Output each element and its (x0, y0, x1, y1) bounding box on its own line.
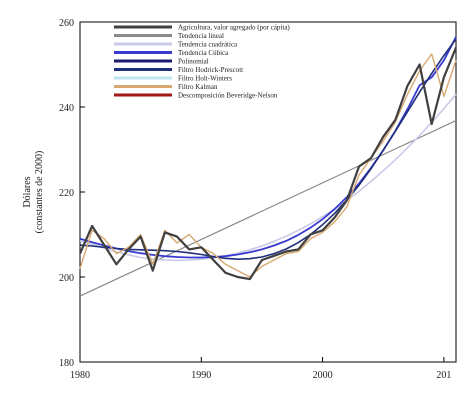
legend-label: Filtro Kalman (178, 83, 218, 91)
series-line (78, 47, 458, 281)
x-tick-label: 2000 (313, 370, 333, 381)
y-tick-label: 200 (59, 273, 74, 284)
y-axis-label-line2: (constantes de 2000) (34, 151, 45, 234)
legend-label: Agricultura, valor agregado (por cápita) (178, 24, 290, 32)
legend-label: Tendencia Cúbica (178, 49, 229, 57)
y-axis-label-line1: Dólares (22, 176, 33, 207)
y-tick-label: 240 (59, 103, 74, 114)
x-tick-label: 1980 (70, 370, 90, 381)
axes-layer: 1980 1990 2000 201 180 200 220 240 260 (59, 18, 451, 381)
legend-label: Descomposición Beveridge-Nelson (178, 92, 278, 100)
y-tick-label: 180 (59, 358, 74, 369)
plot-area (79, 21, 457, 363)
x-tick-label: 201 (436, 370, 451, 381)
y-tick-label: 260 (59, 18, 74, 29)
y-tick-label: 220 (59, 188, 74, 199)
legend-label: Filtro Holt-Winters (178, 75, 232, 83)
x-tick-label: 1990 (191, 370, 211, 381)
series-line (79, 120, 457, 297)
series-line (79, 38, 457, 260)
legend-label: Filtro Hodrick-Prescott (178, 66, 243, 74)
legend-label: Polinomial (178, 58, 209, 66)
legend: Agricultura, valor agregado (por cápita)… (114, 24, 290, 100)
legend-label: Tendencia cuadrática (178, 41, 238, 49)
series-layer (78, 36, 458, 297)
series-line (79, 93, 457, 262)
legend-label: Tendencia lineal (178, 32, 224, 40)
